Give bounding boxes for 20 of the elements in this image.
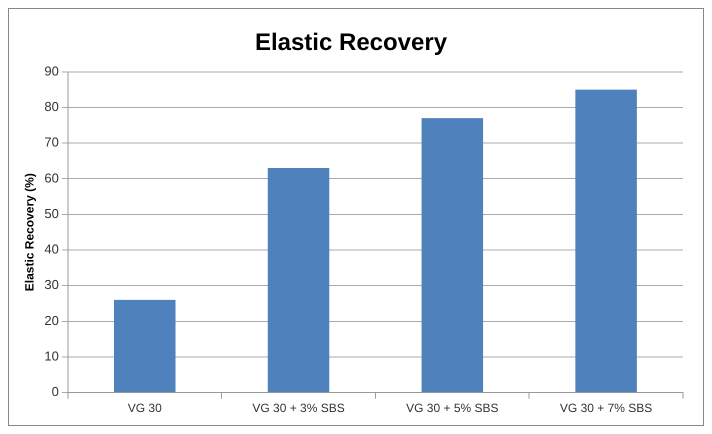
x-tick-label: VG 30 + 7% SBS	[560, 401, 652, 416]
y-tick-label: 40	[44, 242, 59, 257]
bar	[268, 168, 330, 392]
y-tick-label: 50	[44, 206, 59, 221]
x-tick-label: VG 30 + 5% SBS	[406, 401, 499, 416]
y-axis-title: Elastic Recovery (%)	[22, 173, 37, 292]
y-tick-label: 10	[44, 348, 59, 364]
bar	[422, 118, 484, 392]
y-tick-label: 80	[44, 99, 59, 114]
y-tick-label: 70	[44, 134, 59, 150]
y-tick-label: 30	[44, 277, 59, 292]
y-tick-label: 60	[44, 170, 59, 186]
x-tick-label: VG 30	[128, 401, 162, 416]
bar	[575, 90, 637, 392]
y-tick-label: 90	[44, 63, 59, 78]
chart-title: Elastic Recovery	[254, 29, 448, 56]
bar	[114, 300, 176, 392]
y-tick-label: 20	[44, 312, 59, 328]
y-tick-label: 0	[52, 384, 59, 400]
x-tick-label: VG 30 + 3% SBS	[252, 401, 345, 416]
